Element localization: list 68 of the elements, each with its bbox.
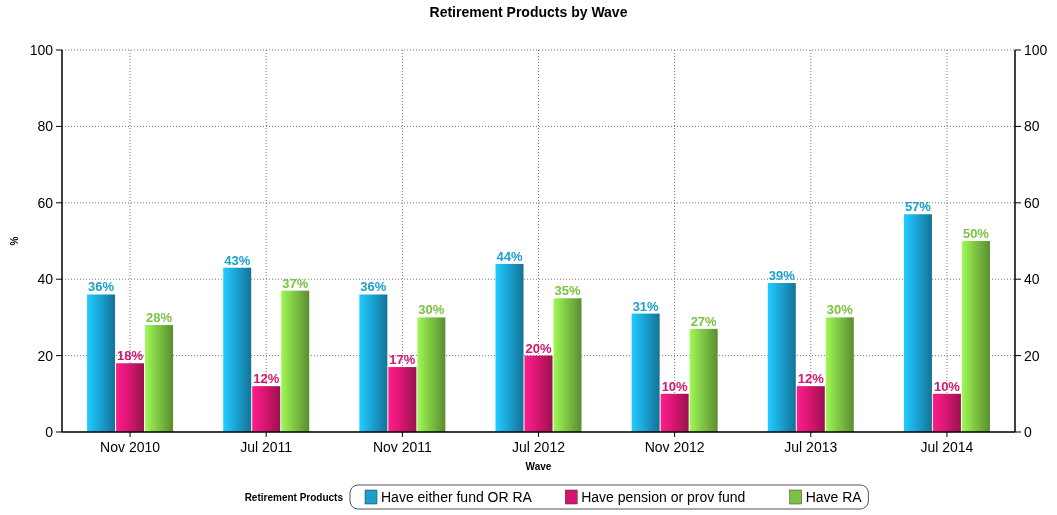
data-label: 50% (962, 226, 990, 241)
y2-tick-label: 0 (1024, 423, 1032, 440)
y-tick-label: 20 (37, 347, 54, 364)
x-tick-label: Jul 2014 (920, 439, 974, 455)
bar (553, 298, 582, 432)
bar (252, 386, 281, 432)
x-tick-label: Jul 2012 (512, 439, 566, 455)
y2-tick-label: 60 (1024, 194, 1040, 211)
x-tick-label: Nov 2010 (100, 439, 161, 455)
data-label: 10% (661, 378, 689, 394)
bar (932, 393, 961, 432)
data-label: 30% (826, 302, 854, 318)
y-tick-label: 40 (37, 271, 54, 288)
x-tick-label: Jul 2013 (784, 439, 838, 455)
chart-title: Retirement Products by Wave (429, 4, 628, 20)
bar (388, 367, 417, 432)
bar (116, 363, 145, 432)
legend-label: Have pension or prov fund (581, 489, 746, 505)
legend-label: Have either fund OR RA (381, 489, 533, 505)
legend-title: Retirement Products (244, 492, 344, 503)
data-label: 28% (146, 310, 173, 326)
y-tick-label: 60 (37, 194, 54, 211)
y-tick-label: 80 (37, 118, 54, 135)
bar (689, 328, 718, 432)
data-label: 35% (554, 283, 581, 299)
y-axis-title: % (9, 236, 20, 246)
data-label: 31% (632, 298, 660, 314)
y2-tick-label: 20 (1024, 347, 1040, 364)
y-tick-label: 100 (29, 41, 54, 58)
data-label: 20% (525, 340, 552, 356)
data-label: 39% (768, 268, 796, 284)
bar (524, 355, 553, 432)
data-label: 30% (418, 302, 445, 318)
y2-tick-label: 80 (1024, 118, 1040, 135)
bar (961, 241, 990, 432)
y2-tick-label: 40 (1024, 271, 1040, 288)
x-tick-label: Nov 2011 (372, 439, 433, 455)
bar (796, 386, 825, 432)
bar (145, 325, 174, 432)
data-label: 18% (117, 348, 144, 364)
bar (281, 290, 310, 432)
data-label: 12% (253, 371, 280, 387)
data-label: 36% (88, 279, 115, 295)
bar (631, 313, 660, 432)
data-label: 27% (690, 313, 718, 329)
data-label: 36% (360, 279, 387, 295)
bar (903, 214, 932, 432)
bar (87, 294, 116, 432)
bar (223, 267, 252, 432)
y-tick-label: 0 (45, 423, 54, 440)
data-label: 10% (933, 378, 961, 394)
data-label: 17% (389, 352, 416, 368)
data-label: 44% (496, 248, 523, 264)
x-tick-label: Nov 2012 (644, 439, 705, 455)
y2-tick-label: 100 (1024, 41, 1048, 58)
x-axis-title: Wave (525, 461, 552, 472)
bar (417, 317, 446, 432)
bar (359, 294, 388, 432)
bar (767, 283, 796, 432)
x-tick-label: Jul 2011 (240, 439, 293, 455)
data-label: 43% (224, 252, 251, 268)
legend-label: Have RA (805, 489, 863, 505)
bar (495, 263, 524, 432)
bar (825, 317, 854, 432)
data-label: 12% (797, 371, 825, 387)
data-label: 37% (282, 275, 309, 291)
data-label: 57% (904, 199, 932, 215)
bar (660, 393, 689, 432)
